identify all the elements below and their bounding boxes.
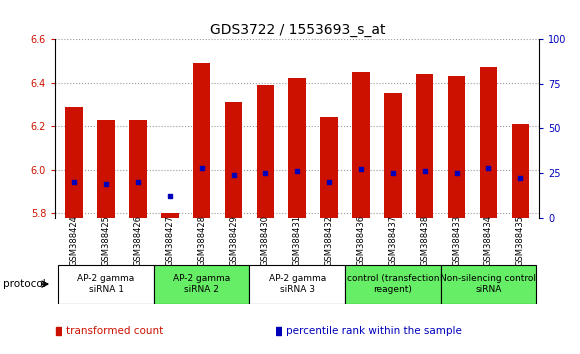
FancyBboxPatch shape	[58, 264, 154, 304]
Point	[420, 169, 429, 174]
Text: GSM388438: GSM388438	[420, 215, 429, 266]
Text: GSM388424: GSM388424	[70, 215, 79, 266]
Text: control (transfection
reagent): control (transfection reagent)	[347, 274, 439, 294]
Point	[165, 193, 175, 199]
Bar	[225, 102, 242, 218]
Text: protocol: protocol	[3, 279, 46, 289]
FancyBboxPatch shape	[345, 264, 441, 304]
Point	[452, 170, 461, 176]
Bar	[480, 67, 497, 218]
Bar	[448, 76, 465, 218]
Bar	[416, 74, 433, 218]
Bar	[56, 327, 61, 335]
Text: GSM388431: GSM388431	[293, 215, 302, 266]
Point	[70, 179, 79, 185]
Point	[261, 170, 270, 176]
Text: GSM388433: GSM388433	[452, 215, 461, 266]
Text: transformed count: transformed count	[66, 326, 163, 336]
Bar	[288, 78, 306, 218]
Text: AP-2 gamma
siRNA 2: AP-2 gamma siRNA 2	[173, 274, 230, 294]
Bar	[66, 107, 83, 218]
Point	[324, 179, 334, 185]
Bar	[161, 213, 179, 218]
FancyBboxPatch shape	[154, 264, 249, 304]
Bar	[256, 85, 274, 218]
Text: GSM388434: GSM388434	[484, 215, 493, 266]
Bar	[384, 93, 401, 218]
Text: GSM388428: GSM388428	[197, 215, 206, 266]
Text: GSM388435: GSM388435	[516, 215, 525, 266]
Bar	[352, 72, 369, 218]
Bar	[512, 124, 529, 218]
Text: GSM388427: GSM388427	[165, 215, 175, 266]
Bar	[193, 63, 211, 218]
Text: GSM388430: GSM388430	[261, 215, 270, 266]
Text: GSM388432: GSM388432	[325, 215, 333, 266]
Text: AP-2 gamma
siRNA 1: AP-2 gamma siRNA 1	[78, 274, 135, 294]
Text: GSM388437: GSM388437	[389, 215, 397, 266]
Bar	[129, 120, 147, 218]
Bar	[320, 118, 338, 218]
Text: percentile rank within the sample: percentile rank within the sample	[286, 326, 462, 336]
Text: AP-2 gamma
siRNA 3: AP-2 gamma siRNA 3	[269, 274, 326, 294]
Bar	[276, 327, 282, 335]
FancyBboxPatch shape	[249, 264, 345, 304]
Text: GSM388426: GSM388426	[133, 215, 143, 266]
Text: Non-silencing control
siRNA: Non-silencing control siRNA	[440, 274, 536, 294]
Text: GSM388436: GSM388436	[357, 215, 365, 266]
Text: GSM388429: GSM388429	[229, 215, 238, 266]
Bar	[97, 120, 115, 218]
Point	[197, 165, 206, 171]
Point	[292, 169, 302, 174]
Title: GDS3722 / 1553693_s_at: GDS3722 / 1553693_s_at	[209, 23, 385, 36]
Text: GSM388425: GSM388425	[102, 215, 111, 266]
Point	[484, 165, 493, 171]
Point	[516, 176, 525, 181]
Point	[102, 181, 111, 187]
FancyBboxPatch shape	[441, 264, 536, 304]
Point	[356, 167, 365, 172]
Point	[229, 172, 238, 178]
Point	[388, 170, 397, 176]
Point	[133, 179, 143, 185]
